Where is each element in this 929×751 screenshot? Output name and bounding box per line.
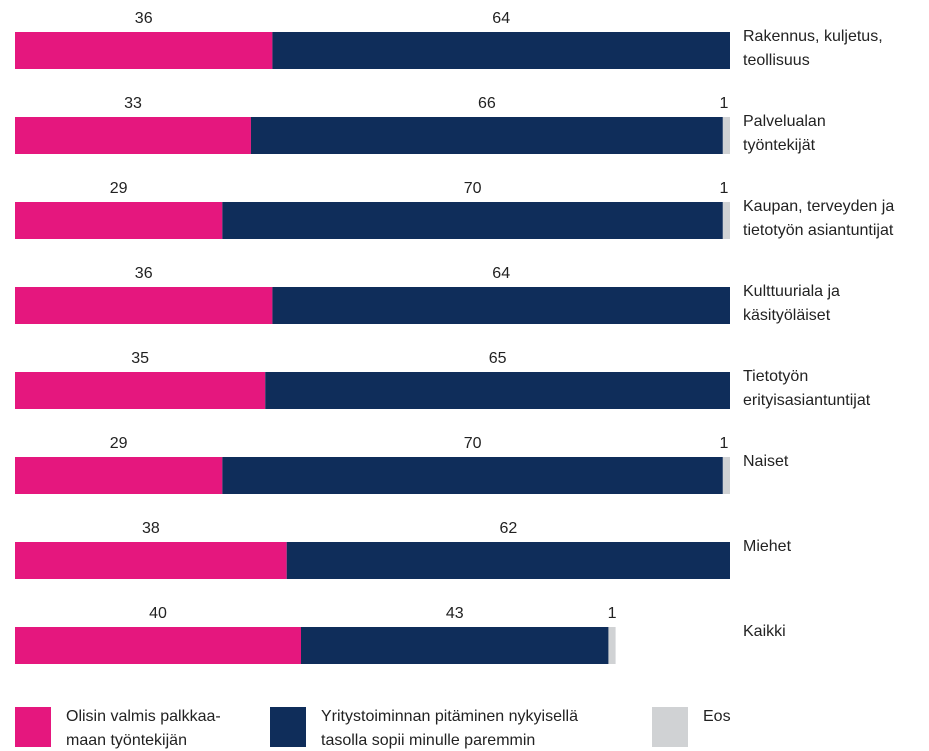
bar-segment: [15, 372, 266, 409]
category-label: Miehet: [743, 538, 792, 555]
value-label: 36: [134, 265, 153, 282]
bar-segment: [15, 202, 223, 239]
category-label: Tietotyön erityisasiantuntijat: [743, 368, 871, 409]
value-label: 33: [124, 95, 142, 112]
value-label: 1: [719, 180, 729, 197]
value-label: 43: [445, 605, 464, 622]
bar-segment: [301, 627, 609, 664]
bar-segment: [15, 32, 273, 69]
bar-segment: [272, 32, 730, 69]
value-label: 65: [488, 350, 507, 367]
legend-swatch: [15, 707, 51, 747]
legend-label: Olisin valmis palkkaa- maan työntekijän: [66, 708, 221, 749]
bar-segment: [15, 457, 223, 494]
bar-segment: [15, 117, 251, 154]
value-label: 64: [492, 265, 511, 282]
value-label: 62: [499, 520, 518, 537]
value-label: 29: [109, 435, 128, 452]
category-label: Rakennus, kuljetus, teollisuus: [743, 28, 883, 69]
bar-segment: [222, 457, 723, 494]
bar-segment: [286, 542, 730, 579]
value-label: 1: [607, 605, 617, 622]
bar-segment: [15, 627, 301, 664]
bar-segment: [722, 457, 730, 494]
value-label: 36: [134, 10, 153, 27]
bar-segment: [265, 372, 730, 409]
bar-segment: [222, 202, 723, 239]
value-label: 29: [109, 180, 128, 197]
category-label: Kaikki: [743, 623, 786, 640]
value-label: 1: [719, 435, 729, 452]
value-label: 70: [463, 435, 482, 452]
category-label: Kulttuuriala ja käsityöläiset: [743, 283, 840, 324]
category-label: Naiset: [743, 453, 789, 470]
value-label: 38: [141, 520, 160, 537]
bar-segment: [272, 287, 730, 324]
legend-swatch: [270, 707, 306, 747]
value-label: 35: [131, 350, 150, 367]
bar-segment: [15, 542, 287, 579]
bar-segment: [15, 287, 273, 324]
category-label: Palvelualan työntekijät: [743, 113, 826, 154]
legend-label: Eos: [703, 708, 731, 725]
bar-segment: [608, 627, 616, 664]
value-label: 40: [149, 605, 167, 622]
legend-swatch: [652, 707, 688, 747]
bar-segment: [722, 202, 730, 239]
legend-label: Yritystoiminnan pitäminen nykyisellä tas…: [321, 708, 578, 749]
value-label: 64: [492, 10, 511, 27]
category-label: Kaupan, terveyden ja tietotyön asiantunt…: [743, 198, 895, 239]
value-label: 70: [463, 180, 482, 197]
value-label: 1: [719, 95, 729, 112]
value-label: 66: [477, 95, 496, 112]
bar-segment: [250, 117, 723, 154]
bar-segment: [722, 117, 730, 154]
